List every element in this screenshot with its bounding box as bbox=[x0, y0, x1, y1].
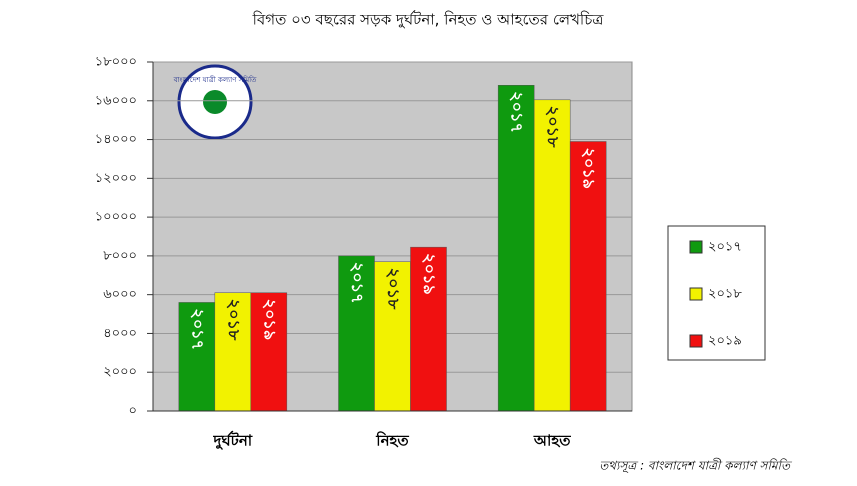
bar bbox=[533, 99, 571, 412]
chart-title: বিগত ০৩ বছরের সড়ক দুর্ঘটনা, নিহত ও আহতে… bbox=[252, 11, 605, 29]
logo-center bbox=[203, 90, 227, 114]
bar-label: ২০১৮ bbox=[544, 106, 563, 148]
legend-label: ২০১৯ bbox=[708, 334, 742, 349]
y-tick-label: ৬০০০ bbox=[103, 287, 137, 302]
bar bbox=[410, 246, 447, 412]
logo-text: বাংলাদেশ যাত্রী কল্যাণ সমিতি bbox=[173, 75, 258, 84]
y-tick-label: ১২০০০ bbox=[95, 171, 137, 186]
bar-label: ২০১৯ bbox=[580, 147, 599, 189]
bar bbox=[338, 255, 375, 412]
bar-label: ২০১৭ bbox=[188, 308, 207, 350]
bar-label: ২০১৯ bbox=[260, 299, 279, 341]
x-tick-label: আহত bbox=[533, 432, 571, 450]
bar bbox=[569, 141, 607, 412]
x-tick-label: নিহত bbox=[375, 431, 409, 450]
bar-label: ২০১৭ bbox=[508, 91, 527, 133]
y-tick-label: ১৬০০০ bbox=[95, 93, 137, 108]
bar-label: ২০১৮ bbox=[384, 268, 403, 310]
y-tick-label: ৮০০০ bbox=[103, 248, 137, 263]
legend-swatch bbox=[689, 240, 703, 254]
y-tick-label: ১৪০০০ bbox=[95, 132, 137, 147]
bar-label: ২০১৭ bbox=[348, 262, 367, 304]
legend-swatch bbox=[689, 334, 703, 348]
legend-label: ২০১৮ bbox=[708, 287, 742, 302]
bar-label: ২০১৮ bbox=[224, 299, 243, 341]
y-tick-label: ১৮০০০ bbox=[95, 55, 137, 70]
legend-swatch bbox=[689, 287, 703, 301]
y-tick-label: ০ bbox=[129, 404, 137, 419]
bar bbox=[497, 85, 535, 412]
legend-box bbox=[667, 225, 766, 361]
y-tick-label: ২০০০ bbox=[103, 365, 137, 380]
y-tick-label: ১০০০০ bbox=[95, 210, 137, 225]
source-note: তথ্যসূত্র : বাংলাদেশ যাত্রী কল্যাণ সমিতি bbox=[599, 458, 793, 474]
y-tick-label: ৪০০০ bbox=[103, 326, 137, 341]
x-tick-label: দুর্ঘটনা bbox=[213, 431, 253, 450]
bar bbox=[374, 261, 411, 412]
logo: বাংলাদেশ যাত্রী কল্যাণ সমিতি bbox=[173, 64, 258, 140]
bar bbox=[250, 292, 288, 412]
legend-label: ২০১৭ bbox=[708, 240, 742, 255]
bar bbox=[214, 292, 252, 412]
bar-label: ২০১৯ bbox=[420, 253, 439, 295]
